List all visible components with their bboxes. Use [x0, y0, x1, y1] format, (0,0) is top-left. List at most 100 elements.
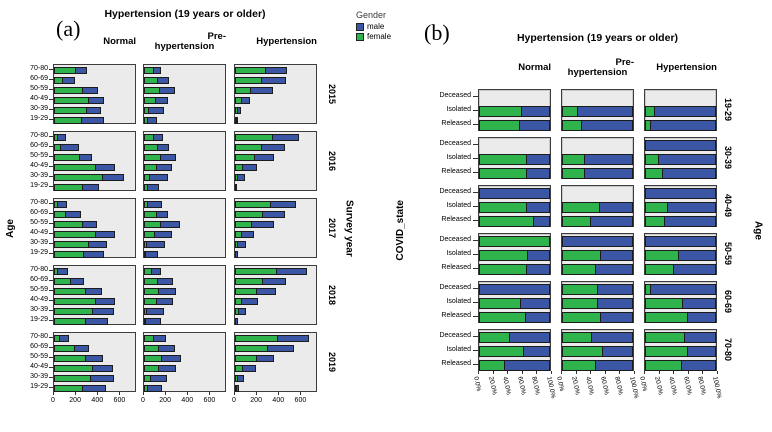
bar-male [154, 230, 173, 238]
row-label-year: 2015 [327, 83, 337, 105]
bar-male [645, 187, 716, 199]
bar-male [145, 240, 166, 248]
bar-male [250, 86, 273, 94]
covid-state-tick-label: Isolated [446, 297, 471, 305]
bar-female [144, 277, 159, 285]
bar-female [479, 201, 527, 213]
bar-male [160, 153, 176, 161]
subpanel [561, 233, 634, 275]
axis-tick [49, 176, 53, 177]
x-tick-label: 200 [159, 397, 171, 404]
axis-tick [478, 371, 479, 374]
bar-male [152, 133, 163, 141]
x-tick-label: 60.0% [681, 376, 693, 396]
axis-tick [119, 392, 121, 395]
bar-male [157, 277, 174, 285]
covid-state-tick-label: Isolated [446, 201, 471, 209]
bar-male [650, 283, 716, 295]
bar-male [237, 240, 246, 248]
bar-female [562, 249, 602, 261]
bar-male [600, 311, 633, 323]
x-tick-label: 0.0% [555, 376, 566, 392]
bar-male [235, 317, 238, 325]
x-tick-label: 0.0% [472, 376, 483, 392]
axis-tick [536, 371, 538, 374]
axis-tick [49, 243, 53, 244]
bar-male [156, 143, 169, 151]
subpanel [478, 329, 551, 371]
bar-female [144, 354, 163, 362]
bar-male [687, 311, 716, 323]
subpanel [561, 329, 634, 371]
bar-male [235, 250, 238, 258]
bar-male [597, 297, 633, 309]
covid-state-tick-label: Deceased [439, 283, 471, 291]
axis-tick [473, 316, 478, 317]
axis-tick [575, 371, 577, 374]
bar-male [241, 230, 254, 238]
axis-tick [49, 166, 53, 167]
bar-female [562, 297, 599, 309]
female-swatch-icon [356, 32, 364, 41]
bar-female [479, 359, 506, 371]
bar-female [562, 283, 598, 295]
bar-female [562, 119, 582, 131]
row-label-age: 19-29 [723, 98, 733, 122]
bar-male [146, 116, 157, 124]
bar-female [562, 311, 602, 323]
axis-tick [49, 109, 53, 110]
bar-female [54, 384, 84, 392]
age-tick-label: 30-39 [30, 373, 48, 380]
bar-male [479, 187, 550, 199]
bar-male [261, 76, 286, 84]
bar-male [91, 364, 114, 372]
bar-female [479, 249, 528, 261]
bar-male [584, 153, 633, 165]
bar-male [600, 249, 633, 261]
bar-female [144, 220, 162, 228]
covid-state-tick-label: Deceased [439, 187, 471, 195]
x-tick-label: 100.0% [711, 376, 723, 400]
subpanel [478, 89, 551, 131]
bar-male [85, 287, 102, 295]
covid-state-tick-label: Released [441, 119, 471, 127]
panel-b-title: Hypertension (19 years or older) [516, 32, 679, 44]
row-label-year: 2017 [327, 217, 337, 239]
bar-female [479, 331, 511, 343]
bar-male [147, 106, 164, 114]
subpanel [561, 185, 634, 227]
axis-tick [473, 254, 478, 255]
axis-tick [49, 377, 53, 378]
bar-female [144, 153, 162, 161]
axis-tick [49, 119, 53, 120]
age-tick-label: 19-29 [30, 383, 48, 390]
bar-male [479, 283, 550, 295]
male-swatch-icon [356, 22, 364, 31]
column-header: Normal [103, 35, 136, 47]
bar-male [645, 235, 716, 247]
subpanel [644, 281, 717, 323]
bar-female [235, 133, 274, 141]
bar-male [237, 106, 241, 114]
subpanel [143, 64, 226, 124]
bar-male [580, 119, 633, 131]
subpanel [234, 131, 317, 191]
bar-male [680, 359, 716, 371]
age-tick-label: 70-80 [30, 199, 48, 206]
bar-male [532, 215, 550, 227]
age-tick-label: 40-49 [30, 229, 48, 236]
covid-state-tick-label: Released [441, 215, 471, 223]
bar-male [145, 317, 161, 325]
bar-female [562, 263, 597, 275]
panel-a-title: Hypertension (19 years or older) [104, 8, 266, 20]
axis-tick [49, 300, 53, 301]
axis-tick [49, 203, 53, 204]
bar-male [255, 354, 275, 362]
bar-male [150, 374, 167, 382]
subpanel [561, 89, 634, 131]
x-tick-label: 20.0% [652, 376, 664, 396]
covid-state-tick-label: Deceased [439, 331, 471, 339]
axis-tick [49, 89, 53, 90]
bar-female [54, 297, 96, 305]
subpanel [478, 185, 551, 227]
